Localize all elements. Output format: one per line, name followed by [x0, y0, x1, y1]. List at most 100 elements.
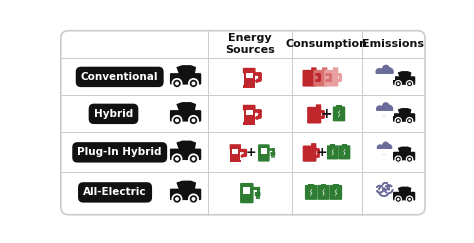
FancyBboxPatch shape: [61, 31, 425, 215]
Polygon shape: [335, 188, 337, 197]
Text: Consumption: Consumption: [286, 39, 368, 49]
Text: +: +: [246, 146, 256, 159]
Circle shape: [377, 144, 383, 151]
Circle shape: [191, 118, 195, 122]
FancyBboxPatch shape: [232, 149, 238, 154]
Circle shape: [191, 81, 195, 85]
FancyBboxPatch shape: [393, 152, 415, 160]
Circle shape: [173, 79, 182, 88]
Circle shape: [397, 82, 400, 85]
Circle shape: [395, 81, 401, 87]
FancyBboxPatch shape: [393, 113, 415, 122]
FancyBboxPatch shape: [305, 185, 317, 200]
Circle shape: [408, 119, 411, 122]
Circle shape: [191, 197, 195, 201]
Text: Plug-In Hybrid: Plug-In Hybrid: [77, 147, 162, 157]
Polygon shape: [322, 188, 325, 197]
FancyBboxPatch shape: [324, 70, 338, 87]
Circle shape: [189, 79, 198, 88]
Circle shape: [173, 116, 182, 125]
Circle shape: [378, 68, 390, 80]
Circle shape: [379, 186, 389, 196]
FancyBboxPatch shape: [330, 144, 335, 147]
Circle shape: [175, 157, 179, 161]
Text: Hybrid: Hybrid: [94, 109, 133, 119]
FancyBboxPatch shape: [375, 149, 393, 154]
FancyBboxPatch shape: [330, 185, 342, 200]
FancyBboxPatch shape: [246, 110, 253, 115]
FancyBboxPatch shape: [170, 148, 201, 160]
Text: Conventional: Conventional: [81, 72, 158, 82]
Text: +: +: [321, 107, 332, 121]
Circle shape: [406, 156, 413, 162]
Polygon shape: [176, 65, 196, 74]
FancyBboxPatch shape: [243, 105, 255, 111]
Circle shape: [175, 81, 179, 85]
Circle shape: [382, 65, 390, 72]
Circle shape: [397, 198, 400, 200]
Circle shape: [173, 194, 182, 204]
Circle shape: [397, 119, 400, 122]
FancyBboxPatch shape: [244, 71, 255, 87]
FancyBboxPatch shape: [374, 74, 394, 80]
Circle shape: [189, 154, 198, 164]
Circle shape: [379, 144, 389, 154]
FancyBboxPatch shape: [271, 152, 275, 156]
FancyBboxPatch shape: [255, 192, 260, 196]
FancyBboxPatch shape: [327, 145, 339, 159]
Polygon shape: [332, 148, 334, 157]
FancyBboxPatch shape: [333, 183, 338, 186]
FancyBboxPatch shape: [170, 110, 201, 122]
Circle shape: [397, 158, 400, 161]
Text: Emissions: Emissions: [362, 39, 424, 49]
Circle shape: [408, 82, 411, 85]
Circle shape: [408, 158, 411, 161]
Text: +: +: [317, 146, 327, 159]
Circle shape: [375, 68, 383, 76]
Circle shape: [175, 118, 179, 122]
FancyBboxPatch shape: [230, 148, 240, 161]
FancyBboxPatch shape: [311, 67, 317, 71]
FancyBboxPatch shape: [246, 73, 253, 78]
FancyBboxPatch shape: [316, 104, 321, 108]
FancyBboxPatch shape: [243, 187, 250, 194]
Polygon shape: [337, 109, 340, 118]
FancyBboxPatch shape: [337, 105, 342, 108]
Polygon shape: [310, 188, 312, 197]
FancyBboxPatch shape: [261, 148, 267, 154]
Circle shape: [406, 81, 413, 87]
Circle shape: [395, 156, 401, 162]
FancyBboxPatch shape: [230, 160, 241, 162]
FancyBboxPatch shape: [302, 70, 317, 87]
Circle shape: [377, 186, 383, 192]
FancyBboxPatch shape: [322, 67, 328, 71]
Circle shape: [384, 144, 392, 151]
FancyBboxPatch shape: [243, 85, 255, 88]
FancyBboxPatch shape: [317, 185, 330, 200]
FancyBboxPatch shape: [313, 70, 328, 87]
Circle shape: [378, 105, 390, 116]
Circle shape: [395, 118, 401, 124]
FancyBboxPatch shape: [229, 144, 241, 149]
Circle shape: [175, 197, 179, 201]
Polygon shape: [343, 148, 346, 157]
FancyBboxPatch shape: [244, 108, 255, 123]
Polygon shape: [398, 71, 411, 78]
FancyBboxPatch shape: [333, 67, 338, 71]
Circle shape: [395, 196, 401, 202]
FancyBboxPatch shape: [393, 76, 415, 85]
FancyBboxPatch shape: [333, 106, 345, 121]
FancyBboxPatch shape: [342, 144, 347, 147]
Circle shape: [382, 102, 390, 110]
FancyBboxPatch shape: [243, 68, 255, 74]
Circle shape: [384, 67, 394, 77]
FancyBboxPatch shape: [338, 145, 350, 159]
FancyBboxPatch shape: [309, 183, 314, 186]
Circle shape: [408, 198, 411, 200]
FancyBboxPatch shape: [307, 107, 321, 123]
FancyBboxPatch shape: [374, 111, 394, 116]
FancyBboxPatch shape: [311, 143, 316, 147]
FancyBboxPatch shape: [243, 122, 255, 125]
Text: Energy
Sources: Energy Sources: [225, 33, 275, 55]
Circle shape: [385, 185, 392, 193]
